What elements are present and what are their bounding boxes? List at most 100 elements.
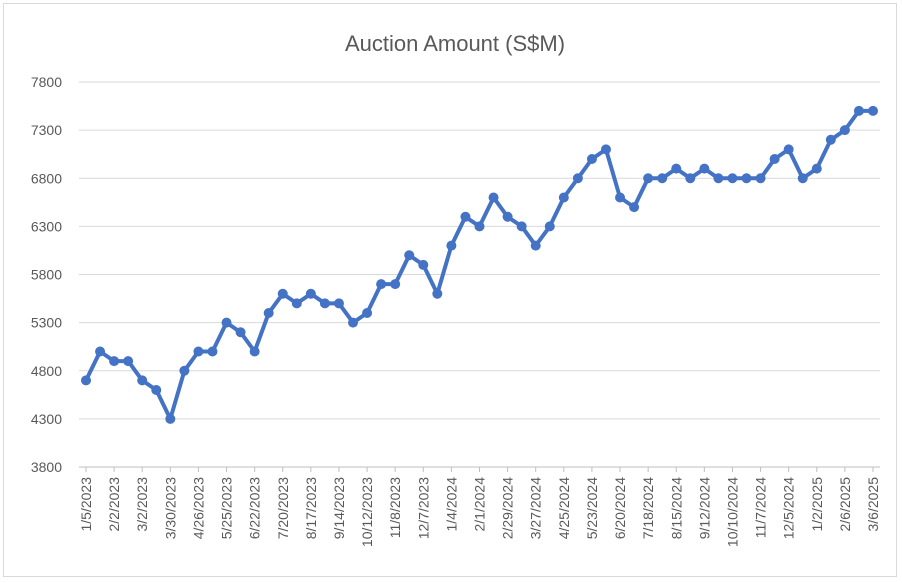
data-point [868, 105, 878, 116]
data-point [348, 317, 359, 328]
data-point [516, 221, 527, 232]
x-tick-label: 12/7/2023 [415, 477, 431, 539]
x-tick-label: 3/2/2023 [134, 477, 150, 532]
y-tick-label: 5800 [31, 267, 62, 283]
data-point [530, 240, 541, 251]
x-tick-label: 11/7/2024 [753, 477, 769, 538]
x-tick-label: 8/15/2024 [668, 477, 684, 539]
x-tick-label: 2/29/2024 [500, 477, 516, 539]
data-point [460, 211, 471, 222]
x-tick-label: 1/5/2023 [78, 477, 94, 532]
data-point [544, 221, 555, 232]
data-point [137, 375, 148, 386]
data-point [291, 298, 302, 309]
x-tick-label: 3/6/2025 [865, 477, 881, 532]
chart-frame: Auction Amount (S$M) 3800 4300 4800 5300 580… [3, 3, 897, 577]
data-point [769, 154, 780, 164]
data-point [783, 144, 794, 155]
x-tick-label: 7/20/2023 [275, 477, 291, 539]
x-tick-label: 2/6/2025 [837, 477, 853, 532]
data-point [502, 211, 513, 222]
data-point [221, 317, 232, 328]
x-axis-tick-labels: 1/5/2023 2/2/2023 3/2/2023 3/30/2023 4/26/20… [78, 477, 881, 547]
data-point [558, 192, 569, 203]
x-tick-label: 6/22/2023 [247, 477, 263, 539]
x-tick-label: 2/1/2024 [472, 477, 488, 532]
x-tick-label: 1/2/2025 [809, 477, 825, 532]
y-tick-label: 6800 [31, 170, 62, 186]
data-point [95, 346, 106, 357]
x-tick-label: 10/12/2023 [359, 477, 375, 547]
data-point [123, 356, 134, 367]
data-point [151, 385, 162, 395]
data-point [376, 279, 387, 290]
data-point [741, 173, 752, 184]
data-point [825, 134, 836, 145]
x-axis [79, 466, 880, 472]
x-tick-label: 10/10/2024 [724, 477, 740, 547]
gridlines [79, 81, 880, 420]
data-point [235, 327, 246, 338]
data-point [797, 173, 808, 184]
data-point [446, 240, 457, 251]
x-tick-label: 9/12/2024 [696, 477, 712, 539]
y-axis-tick-labels: 3800 4300 4800 5300 5800 6300 6800 7300 7800 [31, 74, 62, 475]
data-point [853, 105, 864, 116]
data-point [207, 346, 218, 357]
data-point [488, 192, 499, 203]
data-point [362, 308, 373, 318]
data-point [404, 250, 415, 261]
data-point [615, 192, 626, 203]
data-point [572, 173, 583, 184]
chart-title: Auction Amount (S$M) [345, 31, 565, 56]
data-point [305, 288, 316, 299]
data-point [474, 221, 485, 232]
line-chart: Auction Amount (S$M) 3800 4300 4800 5300 580… [31, 31, 881, 547]
data-point [109, 356, 120, 367]
data-point [81, 375, 91, 386]
data-point [263, 308, 274, 318]
data-point [319, 298, 330, 309]
series-line [81, 105, 878, 424]
data-point [839, 125, 850, 136]
y-tick-label: 6300 [31, 218, 62, 234]
data-point [390, 279, 401, 290]
x-tick-label: 5/23/2024 [584, 477, 600, 539]
x-tick-label: 11/8/2023 [387, 477, 403, 538]
data-point [657, 173, 668, 184]
series-path [84, 108, 873, 421]
y-tick-label: 4300 [31, 411, 62, 427]
data-point [193, 346, 204, 357]
data-point [165, 413, 176, 424]
data-point [432, 288, 443, 299]
data-point [586, 154, 597, 164]
x-tick-label: 4/25/2024 [556, 477, 572, 539]
y-tick-label: 5300 [31, 315, 62, 331]
data-point [699, 163, 710, 174]
x-tick-label: 7/18/2024 [640, 477, 656, 539]
x-tick-label: 3/30/2023 [162, 477, 178, 539]
x-tick-label: 3/27/2024 [528, 477, 544, 539]
x-tick-label: 12/5/2024 [781, 477, 797, 539]
y-tick-label: 3800 [31, 459, 62, 475]
x-tick-label: 4/26/2023 [190, 477, 206, 539]
data-point [755, 173, 766, 184]
x-tick-label: 9/14/2023 [331, 477, 347, 539]
data-point [671, 163, 682, 174]
x-tick-label: 5/25/2023 [219, 477, 235, 539]
data-point [333, 298, 344, 309]
x-tick-label: 6/20/2024 [612, 477, 628, 539]
data-point [179, 365, 190, 376]
data-point [629, 202, 640, 213]
data-point [249, 346, 260, 357]
y-tick-label: 4800 [31, 363, 62, 379]
x-tick-label: 1/4/2024 [443, 477, 459, 532]
x-tick-label: 2/2/2023 [106, 477, 122, 532]
data-point [418, 259, 429, 270]
y-tick-label: 7300 [31, 122, 62, 138]
data-point [600, 144, 611, 155]
data-point [685, 173, 696, 184]
data-point [727, 173, 738, 184]
y-tick-label: 7800 [31, 74, 62, 90]
data-point [277, 288, 288, 299]
